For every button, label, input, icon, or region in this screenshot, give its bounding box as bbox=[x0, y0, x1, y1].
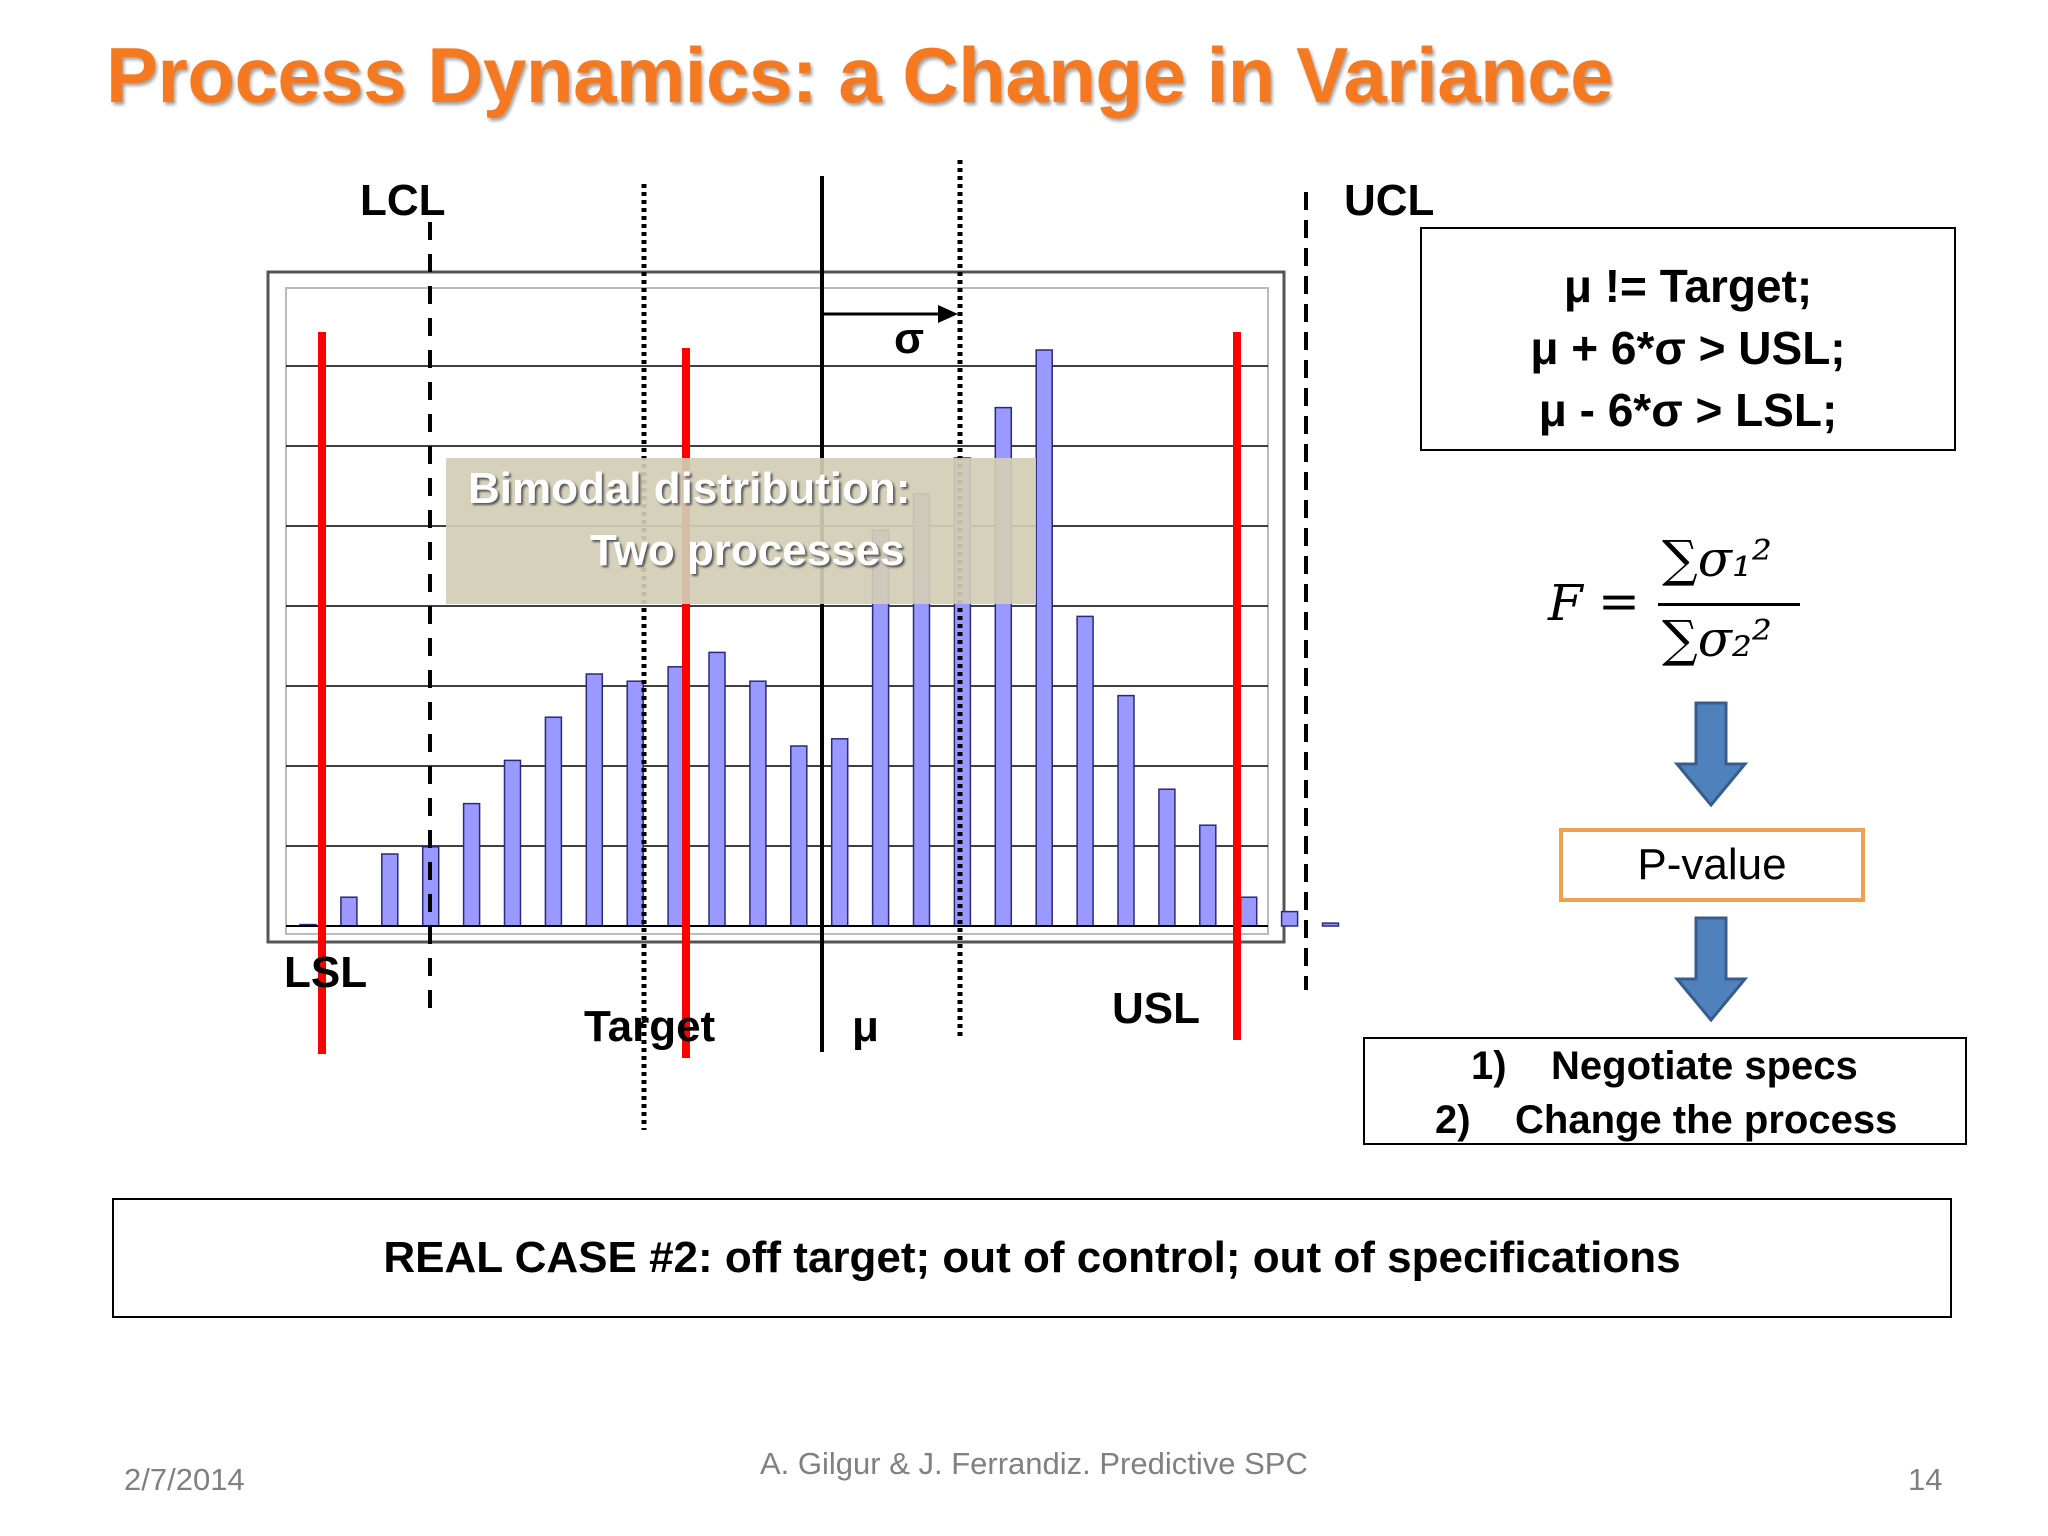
bimodal-line-1: Bimodal distribution: bbox=[468, 464, 911, 513]
histogram-bar bbox=[1076, 615, 1094, 927]
histogram-bar bbox=[340, 896, 358, 927]
formula-lhs: F bbox=[1548, 574, 1583, 632]
action-text: Negotiate specs bbox=[1551, 1044, 1858, 1088]
formula-denominator: ∑σ₂² bbox=[1662, 610, 1772, 668]
footer-page-number: 14 bbox=[1908, 1462, 1943, 1497]
real-case-box: REAL CASE #2: off target; out of control… bbox=[112, 1198, 1952, 1318]
histogram-bar bbox=[1239, 896, 1258, 927]
condition-line: μ + 6*σ > USL; bbox=[1530, 322, 1846, 374]
histogram-bar bbox=[421, 846, 440, 927]
ucl-label: UCL bbox=[1344, 176, 1435, 225]
histogram-bar bbox=[585, 673, 604, 927]
sigma-label: σ bbox=[894, 314, 925, 363]
actions-box: 1) Negotiate specs 2) Change the process bbox=[1363, 1037, 1967, 1145]
histogram-bar bbox=[1280, 910, 1299, 927]
histogram-bar bbox=[667, 666, 685, 927]
footer-authors: A. Gilgur & J. Ferrandiz. Predictive SPC bbox=[760, 1446, 1308, 1481]
down-arrow-icon bbox=[1673, 701, 1749, 808]
slide-title: Process Dynamics: a Change in Variance bbox=[106, 31, 1614, 119]
lsl-label: LSL bbox=[284, 948, 368, 997]
condition-line: μ - 6*σ > LSL; bbox=[1538, 384, 1838, 436]
histogram-bar bbox=[749, 680, 767, 927]
footer-date: 2/7/2014 bbox=[124, 1462, 245, 1497]
pvalue-box: P-value bbox=[1559, 828, 1865, 902]
lcl-label: LCL bbox=[360, 176, 446, 225]
chart-plot-area bbox=[285, 287, 1269, 935]
down-arrow-icon bbox=[1673, 916, 1749, 1023]
action-text: Change the process bbox=[1515, 1098, 1898, 1142]
bimodal-callout: Bimodal distribution: Two processes bbox=[446, 458, 1036, 604]
histogram-bar bbox=[381, 853, 399, 927]
histogram-bar bbox=[544, 716, 563, 927]
histogram-bar bbox=[1035, 349, 1053, 927]
mu-label: μ bbox=[852, 1002, 879, 1051]
fraction-bar bbox=[1658, 603, 1800, 606]
f-test-formula: F = ∑σ₁² ∑σ₂² bbox=[1548, 530, 1808, 680]
histogram-bar bbox=[1158, 788, 1176, 927]
usl-label: USL bbox=[1112, 984, 1200, 1033]
histogram-bar bbox=[462, 802, 481, 927]
histogram-bar bbox=[1199, 824, 1217, 927]
histogram-bar bbox=[626, 680, 644, 927]
formula-equals: = bbox=[1598, 572, 1640, 630]
action-number: 1) bbox=[1471, 1044, 1507, 1088]
action-item: 1) Negotiate specs bbox=[1365, 1039, 1965, 1093]
histogram-bar bbox=[790, 745, 808, 927]
histogram-bar bbox=[503, 759, 522, 927]
histogram-bar bbox=[1117, 694, 1135, 927]
condition-line: μ != Target; bbox=[1563, 260, 1813, 312]
sigma-arrow-head bbox=[938, 305, 958, 323]
target-label: Target bbox=[584, 1002, 716, 1051]
action-item: 2) Change the process bbox=[1365, 1093, 1965, 1147]
bimodal-line-2: Two processes bbox=[590, 526, 905, 575]
conditions-box: μ != Target; μ + 6*σ > USL; μ - 6*σ > LS… bbox=[1420, 227, 1956, 451]
action-number: 2) bbox=[1435, 1098, 1471, 1142]
histogram-bar bbox=[708, 651, 726, 927]
formula-numerator: ∑σ₁² bbox=[1662, 530, 1772, 588]
histogram-bar bbox=[1321, 922, 1340, 927]
histogram-bar bbox=[830, 738, 849, 927]
